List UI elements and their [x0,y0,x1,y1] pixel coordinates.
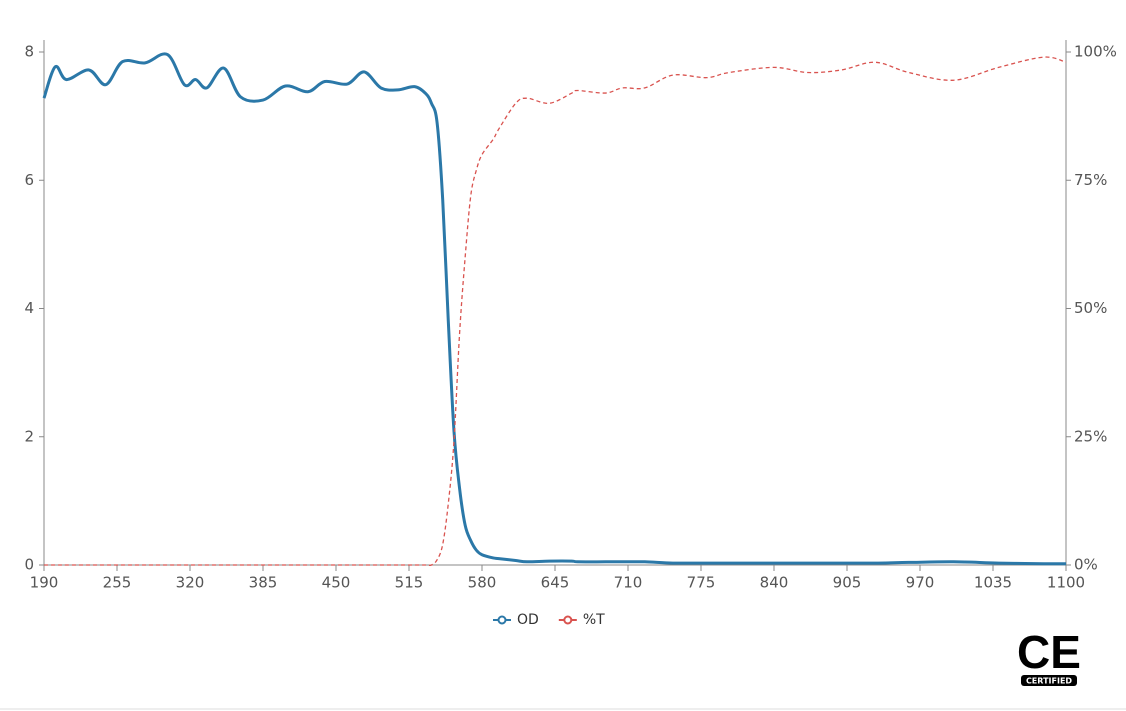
legend-label: OD [517,612,539,628]
y2-tick-label: 100% [1074,43,1117,61]
badge-label: CERTIFIED [1026,677,1072,686]
y-tick-label: 6 [24,171,34,189]
x-tick-label: 580 [468,574,497,592]
x-tick-label: 1100 [1047,574,1085,592]
legend-item[interactable]: OD [493,612,539,628]
y-tick-label: 2 [24,427,34,445]
x-tick-label: 320 [176,574,205,592]
x-tick-label: 385 [249,574,278,592]
legend-label: %T [583,612,605,628]
x-tick-label: 970 [906,574,935,592]
legend-item[interactable]: %T [558,612,605,628]
x-tick-label: 515 [395,574,424,592]
badge-mark: CE [1017,626,1081,678]
x-tick-label: 190 [30,574,59,592]
x-tick-label: 840 [760,574,789,592]
badge-band [1021,675,1077,686]
series-line [43,56,1067,567]
x-tick-label: 710 [614,574,643,592]
x-tick-label: 1035 [974,574,1012,592]
y-tick-label: 4 [24,299,34,317]
legend: OD %T [493,612,605,628]
x-tick-label: 645 [541,574,570,592]
y-tick-label: 8 [24,43,34,61]
x-tick-label: 255 [103,574,132,592]
ce-badge: CE CERTIFIED [1017,626,1081,686]
x-tick-label: 450 [322,574,351,592]
legend-marker [563,615,573,625]
x-tick-label: 905 [833,574,862,592]
legend-marker [497,615,507,625]
y2-tick-label: 50% [1074,299,1107,317]
y-tick-label: 0 [24,556,34,574]
y2-tick-label: 25% [1074,427,1107,445]
y2-tick-label: 0% [1074,556,1098,574]
series-line [42,52,1067,566]
y2-tick-label: 75% [1074,171,1107,189]
x-tick-label: 775 [687,574,716,592]
